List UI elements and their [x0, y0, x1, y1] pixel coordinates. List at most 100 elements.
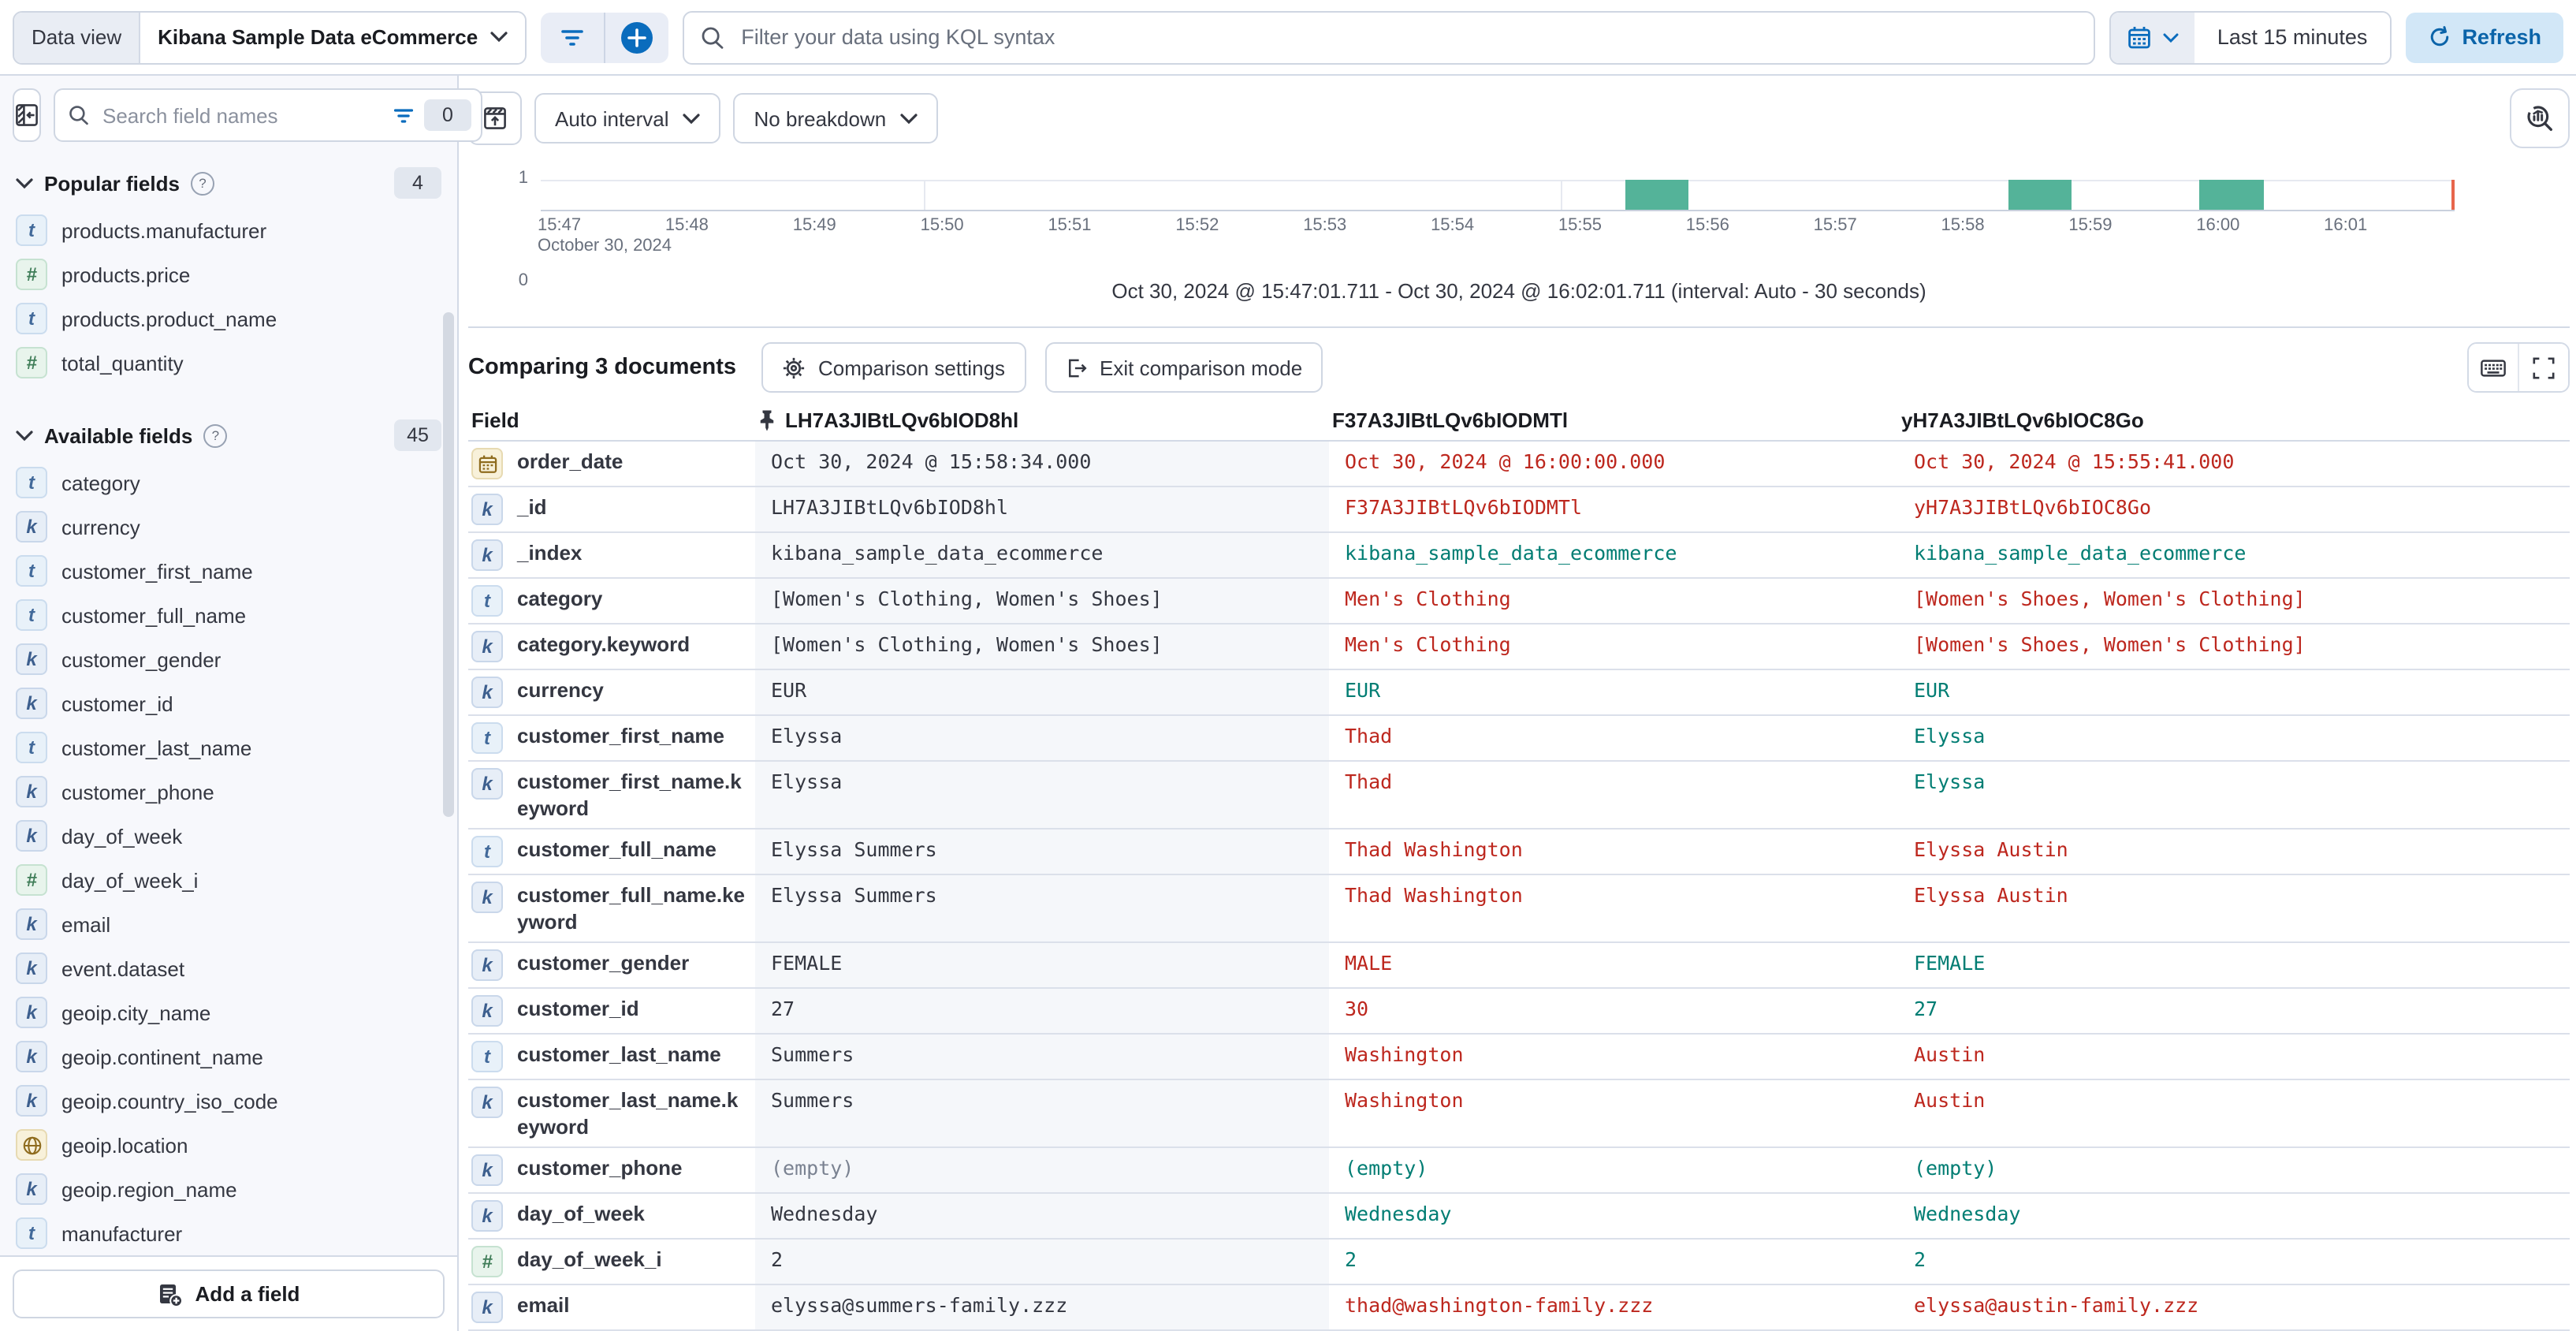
x-axis-tick: 15:49	[792, 216, 836, 235]
cell-value: Austin	[1914, 1042, 1986, 1066]
sidebar-field-currency[interactable]: k currency	[0, 505, 457, 549]
sidebar-field-customer_first_name[interactable]: t customer_first_name	[0, 549, 457, 593]
cell-value-base: Elyssa Summers	[755, 875, 1329, 941]
sidebar-field-category[interactable]: t category	[0, 460, 457, 505]
cell-value-base: [Women's Clothing, Women's Shoes]	[755, 624, 1329, 669]
field-type-icon: k	[471, 494, 503, 525]
add-filter-button[interactable]	[604, 12, 668, 62]
time-range-value[interactable]: Last 15 minutes	[2194, 12, 2390, 62]
sidebar-field-products.price[interactable]: # products.price	[0, 252, 457, 296]
doc-column-header[interactable]: yH7A3JIBtLQv6bIOC8Go	[1901, 408, 2144, 432]
histogram-chart: 1 0 15:47 15:48 15:49 15:50 15:51 15:52 15:53 1…	[468, 151, 2570, 290]
sidebar-field-manufacturer[interactable]: t manufacturer	[0, 1211, 457, 1255]
exit-comparison-button[interactable]: Exit comparison mode	[1044, 342, 1323, 393]
sidebar-field-geoip.continent_name[interactable]: k geoip.continent_name	[0, 1035, 457, 1079]
add-field-button[interactable]: Add a field	[13, 1269, 445, 1318]
sidebar-field-customer_gender[interactable]: k customer_gender	[0, 637, 457, 681]
table-row: k _id LH7A3JIBtLQv6bIOD8hl F37A3JIBtLQv6…	[468, 487, 2570, 533]
cell-value: Elyssa Austin	[1914, 883, 2068, 907]
edit-visualization-button[interactable]	[2510, 88, 2570, 148]
cell-value: [Women's Shoes, Women's Clothing]	[1914, 587, 2306, 610]
sidebar-field-event.dataset[interactable]: k event.dataset	[0, 946, 457, 990]
fullscreen-button[interactable]	[2518, 344, 2568, 391]
field-column-header: Field	[471, 408, 519, 432]
sidebar-field-geoip.city_name[interactable]: k geoip.city_name	[0, 990, 457, 1035]
table-row: t customer_first_name Elyssa Thad Elyssa	[468, 716, 2570, 762]
cell-value: Wednesday	[1345, 1202, 1452, 1225]
field-search-input[interactable]	[99, 102, 383, 129]
field-filter-count: 0	[424, 99, 471, 131]
field-type-icon: #	[471, 1246, 503, 1277]
table-row: k category.keyword [Women's Clothing, Wo…	[468, 624, 2570, 670]
x-axis-tick: 15:52	[1175, 216, 1219, 235]
doc-column-header-pinned[interactable]: LH7A3JIBtLQv6bIOD8hl	[755, 405, 1329, 432]
x-axis-tick: 15:51	[1048, 216, 1092, 235]
histogram-bar[interactable]	[2199, 180, 2264, 210]
hide-chart-icon	[482, 106, 508, 131]
cell-value-base: Elyssa Summers	[755, 830, 1329, 874]
histogram-bar[interactable]	[2008, 180, 2072, 210]
field-type-icon: k	[471, 949, 503, 981]
exit-icon	[1065, 356, 1087, 379]
cell-value: Thad Washington	[1345, 883, 1523, 907]
breakdown-dropdown[interactable]: No breakdown	[733, 93, 939, 144]
date-quick-menu-button[interactable]	[2111, 12, 2195, 62]
sidebar-field-products.product_name[interactable]: t products.product_name	[0, 296, 457, 341]
sidebar-field-day_of_week[interactable]: k day_of_week	[0, 814, 457, 858]
table-row: k customer_id 27 30 27	[468, 989, 2570, 1035]
field-type-icon: k	[16, 820, 47, 852]
x-axis-tick: 16:01	[2324, 216, 2368, 235]
calendar-icon	[2127, 24, 2153, 50]
chart-plot-area[interactable]: 15:47 15:48 15:49 15:50 15:51 15:52 15:53 15:54…	[538, 180, 2455, 255]
main-panel: Auto interval No breakdown	[459, 76, 2576, 1331]
kql-search-input[interactable]	[738, 24, 2079, 50]
sidebar-field-customer_phone[interactable]: k customer_phone	[0, 770, 457, 814]
interval-dropdown[interactable]: Auto interval	[534, 93, 721, 144]
field-search[interactable]: 0	[54, 88, 482, 142]
comparison-settings-button[interactable]: Comparison settings	[761, 342, 1026, 393]
available-fields-header[interactable]: Available fields ? 45	[0, 407, 457, 460]
doc-column-header[interactable]: F37A3JIBtLQv6bIODMTl	[1332, 408, 1569, 432]
table-row: k customer_phone (empty) (empty) (empty)	[468, 1148, 2570, 1194]
filter-list-button[interactable]	[541, 12, 604, 62]
histogram-bar[interactable]	[1625, 180, 1689, 210]
collapse-sidebar-button[interactable]	[13, 88, 41, 142]
cell-value: 30	[1345, 997, 1369, 1020]
sidebar-field-geoip.country_iso_code[interactable]: k geoip.country_iso_code	[0, 1079, 457, 1123]
sidebar-field-geoip.region_name[interactable]: k geoip.region_name	[0, 1167, 457, 1211]
field-type-icon: t	[16, 599, 47, 631]
refresh-button[interactable]: Refresh	[2405, 12, 2563, 62]
cell-value: Oct 30, 2024 @ 15:55:41.000	[1914, 449, 2235, 473]
x-axis-tick: 15:54	[1431, 216, 1475, 235]
table-row: k email elyssa@summers-family.zzz thad@w…	[468, 1285, 2570, 1331]
popular-fields-count: 4	[394, 167, 441, 199]
cell-value-base: EUR	[755, 670, 1329, 714]
sidebar-field-geoip.location[interactable]: geoip.location	[0, 1123, 457, 1167]
field-cell: # day_of_week_i	[468, 1240, 755, 1284]
sidebar-field-customer_last_name[interactable]: t customer_last_name	[0, 725, 457, 770]
comparison-table-body: order_date Oct 30, 2024 @ 15:58:34.000 O…	[468, 442, 2570, 1331]
refresh-icon	[2427, 25, 2451, 49]
data-view-value[interactable]: Kibana Sample Data eCommerce	[140, 12, 526, 62]
sidebar-field-customer_id[interactable]: k customer_id	[0, 681, 457, 725]
data-view-picker[interactable]: Data view Kibana Sample Data eCommerce	[13, 10, 527, 64]
table-row: t category [Women's Clothing, Women's Sh…	[468, 579, 2570, 624]
sidebar-field-customer_full_name[interactable]: t customer_full_name	[0, 593, 457, 637]
sidebar-field-day_of_week_i[interactable]: # day_of_week_i	[0, 858, 457, 902]
table-row: k day_of_week Wednesday Wednesday Wednes…	[468, 1194, 2570, 1240]
x-axis-tick: 15:56	[1685, 216, 1729, 235]
popular-fields-header[interactable]: Popular fields ? 4	[0, 155, 457, 208]
sidebar-scrollbar[interactable]	[443, 312, 454, 817]
x-axis-tick: 15:58	[1941, 216, 1985, 235]
kql-search-bar[interactable]	[683, 10, 2096, 64]
cell-value: Elyssa	[1914, 770, 1986, 793]
sidebar-field-products.manufacturer[interactable]: t products.manufacturer	[0, 208, 457, 252]
field-filter-icon[interactable]	[393, 106, 415, 124]
keyboard-shortcuts-button[interactable]	[2469, 344, 2518, 391]
cell-value: Men's Clothing	[1345, 632, 1511, 656]
sidebar-field-email[interactable]: k email	[0, 902, 457, 946]
x-axis-tick: 15:57	[1813, 216, 1857, 235]
chevron-down-icon	[16, 177, 33, 188]
sidebar-field-total_quantity[interactable]: # total_quantity	[0, 341, 457, 385]
field-cell: k customer_last_name.keyword	[468, 1080, 755, 1146]
